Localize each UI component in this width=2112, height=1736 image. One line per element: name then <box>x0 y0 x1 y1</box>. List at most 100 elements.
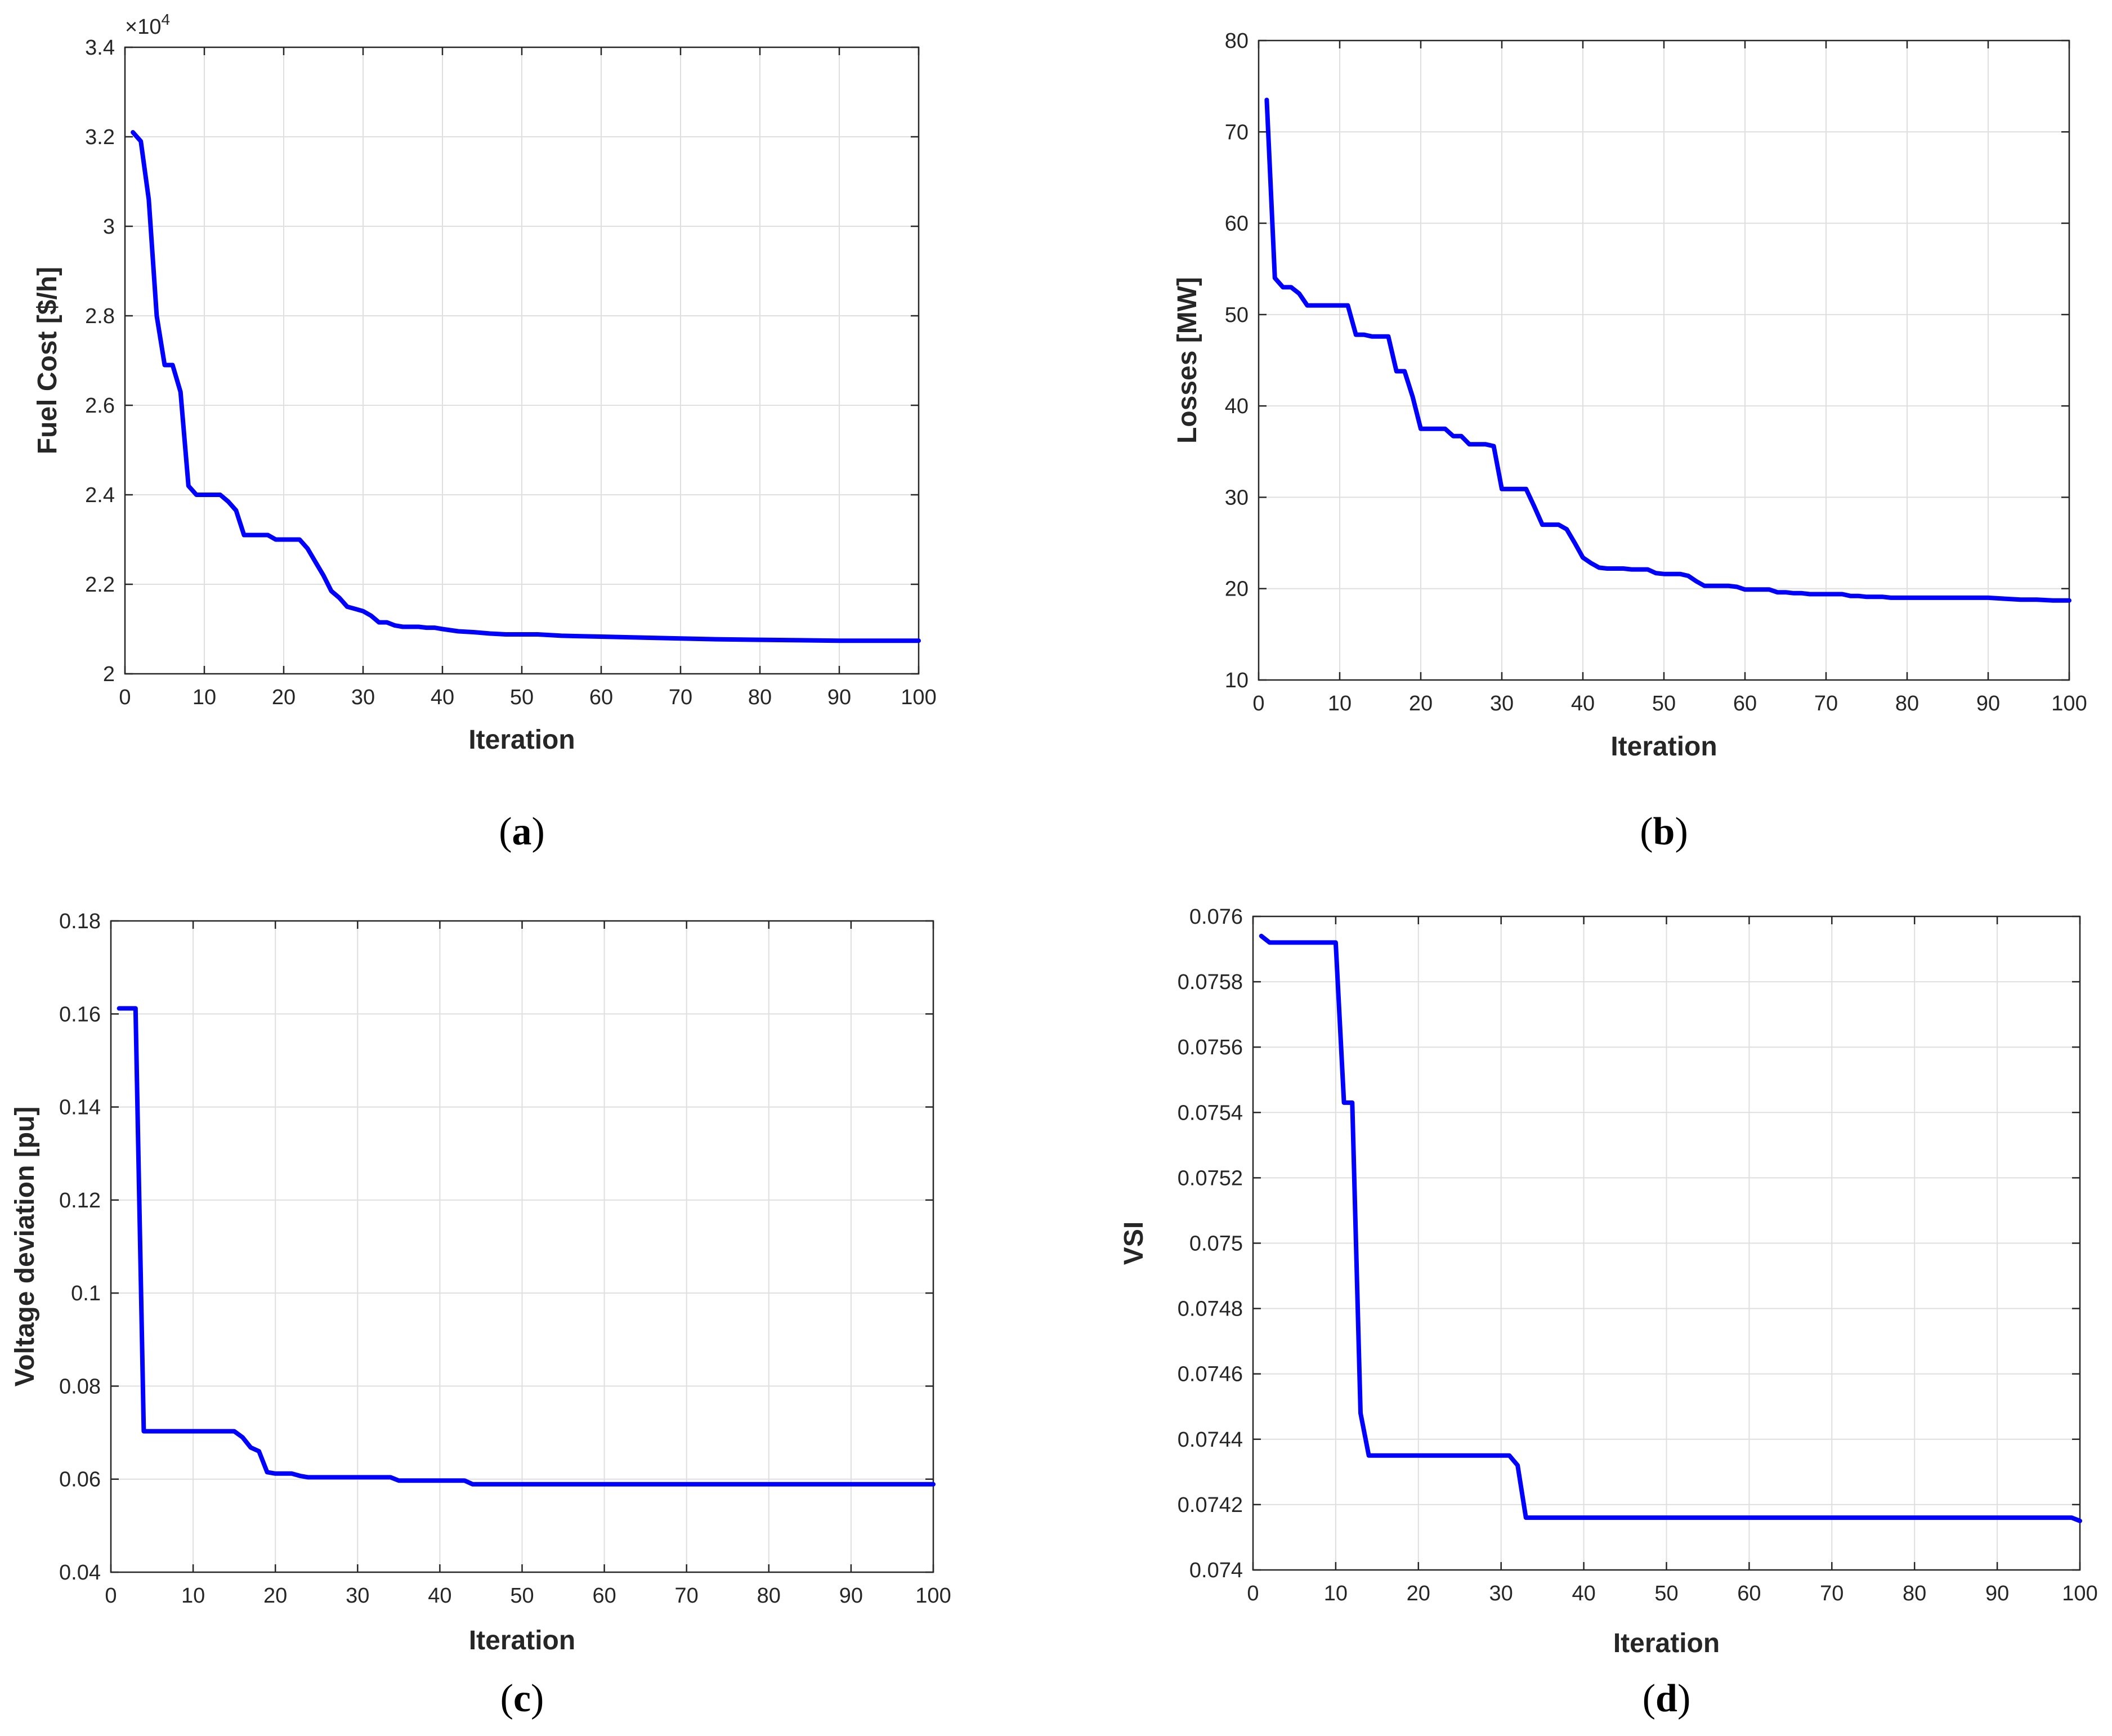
x-tick-label: 10 <box>193 686 216 709</box>
x-tick-label: 90 <box>1985 1582 2009 1605</box>
x-axis-label: Iteration <box>1613 1628 1720 1658</box>
x-tick-label: 10 <box>1324 1582 1348 1605</box>
caption-letter: b <box>1653 810 1675 853</box>
x-tick-label: 80 <box>1895 692 1919 715</box>
y-tick-label: 10 <box>1225 669 1249 692</box>
x-tick-label: 10 <box>1328 692 1352 715</box>
y-tick-label: 30 <box>1225 486 1249 509</box>
chart-c-voltage-deviation: 0 10 20 30 40 50 60 70 80 90 100 0.04 0.06 0.08 0.1 0.1… <box>10 910 951 1720</box>
x-tick-label: 30 <box>351 686 375 709</box>
series-line <box>1264 97 2071 603</box>
caption-open-paren: ( <box>500 1677 513 1720</box>
x-axis-label: Iteration <box>1610 732 1717 762</box>
caption-open-paren: ( <box>499 810 512 853</box>
x-tick-label: 30 <box>1489 1582 1513 1605</box>
y-tick-label: 0.14 <box>59 1096 101 1120</box>
y-tick-label: 2.2 <box>85 573 115 597</box>
caption-close-paren: ) <box>532 810 545 853</box>
y-tick-label: 0.1 <box>71 1282 101 1305</box>
panel-caption: (a) <box>499 810 545 853</box>
series-line <box>117 1006 936 1487</box>
y-tick-label: 0.16 <box>59 1003 101 1026</box>
x-tick-label: 70 <box>675 1584 699 1608</box>
x-tick-label: 0 <box>1252 692 1264 715</box>
x-tick-label: 0 <box>1247 1582 1259 1605</box>
y-tick-label: 0.0744 <box>1178 1428 1243 1452</box>
x-tick-label: 60 <box>589 686 613 709</box>
caption-close-paren: ) <box>1677 1677 1690 1720</box>
x-tick-label: 30 <box>1490 692 1514 715</box>
x-tick-label: 30 <box>346 1584 369 1608</box>
y-tick-label: 2.8 <box>85 305 115 328</box>
x-tick-label: 60 <box>1733 692 1757 715</box>
y-tick-label: 3.4 <box>85 36 115 60</box>
x-tick-label: 100 <box>915 1584 951 1608</box>
y-tick-label: 2.6 <box>85 394 115 418</box>
x-tick-label: 10 <box>181 1584 205 1608</box>
panel-caption: (d) <box>1643 1677 1691 1720</box>
x-tick-label: 70 <box>669 686 692 709</box>
x-tick-label: 50 <box>1654 1582 1678 1605</box>
y-tick-label: 2 <box>103 663 115 686</box>
caption-letter: d <box>1655 1677 1677 1720</box>
x-tick-label: 100 <box>2062 1582 2097 1605</box>
x-tick-label: 90 <box>839 1584 863 1608</box>
y-tick-label: 40 <box>1225 395 1249 418</box>
caption-letter: c <box>513 1677 531 1720</box>
x-tick-label: 60 <box>592 1584 616 1608</box>
y-tick-label: 60 <box>1225 212 1249 236</box>
x-axis-label: Iteration <box>469 1626 575 1656</box>
y-tick-label: 3.2 <box>85 126 115 149</box>
series-line <box>131 130 921 643</box>
chart-b-losses: 0 10 20 30 40 50 60 70 80 90 1001020304050607080It… <box>1173 29 2087 853</box>
y-tick-label: 0.04 <box>59 1561 101 1585</box>
x-tick-label: 20 <box>272 686 296 709</box>
y-tick-label: 0.0758 <box>1178 970 1243 994</box>
y-tick-label: 0.075 <box>1189 1232 1243 1256</box>
y-tick-label: 0.076 <box>1189 905 1243 929</box>
caption-letter: a <box>512 810 532 853</box>
x-tick-label: 50 <box>510 1584 534 1608</box>
x-tick-label: 80 <box>757 1584 781 1608</box>
x-tick-label: 50 <box>1652 692 1676 715</box>
x-tick-label: 60 <box>1737 1582 1761 1605</box>
y-tick-label: 0.0756 <box>1178 1036 1243 1059</box>
panel-caption: (b) <box>1640 810 1688 853</box>
y-axis-exponent-power: 4 <box>161 11 170 28</box>
x-tick-label: 90 <box>1976 692 2000 715</box>
caption-close-paren: ) <box>531 1677 544 1720</box>
chart-d-vsi: 0 10 20 30 40 50 60 70 80 90 100 0.074 0.0742 0.0744 0… <box>1119 905 2098 1720</box>
y-tick-label: 0.0742 <box>1178 1493 1243 1517</box>
x-tick-label: 0 <box>105 1584 117 1608</box>
y-tick-label: 0.12 <box>59 1189 101 1212</box>
y-tick-label: 80 <box>1225 29 1249 53</box>
x-tick-label: 70 <box>1820 1582 1843 1605</box>
y-axis-label: Losses [MW] <box>1173 277 1202 444</box>
x-tick-label: 20 <box>1407 1582 1430 1605</box>
x-tick-label: 40 <box>1572 1582 1595 1605</box>
y-tick-label: 3 <box>103 215 115 239</box>
y-axis-label: Fuel Cost [$/h] <box>33 267 62 454</box>
y-tick-label: 0.06 <box>59 1468 101 1492</box>
x-tick-label: 40 <box>431 686 454 709</box>
x-tick-label: 100 <box>2051 692 2087 715</box>
x-tick-label: 80 <box>748 686 772 709</box>
x-tick-label: 70 <box>1814 692 1838 715</box>
y-tick-label: 20 <box>1225 578 1249 601</box>
x-axis-label: Iteration <box>468 725 575 755</box>
y-axis-label: Voltage deviation [pu] <box>10 1107 40 1387</box>
y-tick-label: 0.0748 <box>1178 1297 1243 1321</box>
caption-close-paren: ) <box>1675 810 1688 853</box>
caption-open-paren: ( <box>1643 1677 1655 1720</box>
y-tick-label: 2.4 <box>85 484 115 507</box>
x-tick-label: 20 <box>263 1584 287 1608</box>
y-tick-label: 0.08 <box>59 1375 101 1398</box>
caption-open-paren: ( <box>1640 810 1653 853</box>
y-tick-label: 0.074 <box>1189 1559 1243 1582</box>
x-tick-label: 20 <box>1409 692 1433 715</box>
chart-a-fuel-cost: 0 10 20 30 40 50 60 70 80 90 100 2 2.2 2.4 2.6 2.8 3 3.2 3… <box>33 11 937 853</box>
y-tick-label: 0.18 <box>59 910 101 933</box>
x-tick-label: 50 <box>510 686 534 709</box>
y-tick-label: 50 <box>1225 303 1249 327</box>
